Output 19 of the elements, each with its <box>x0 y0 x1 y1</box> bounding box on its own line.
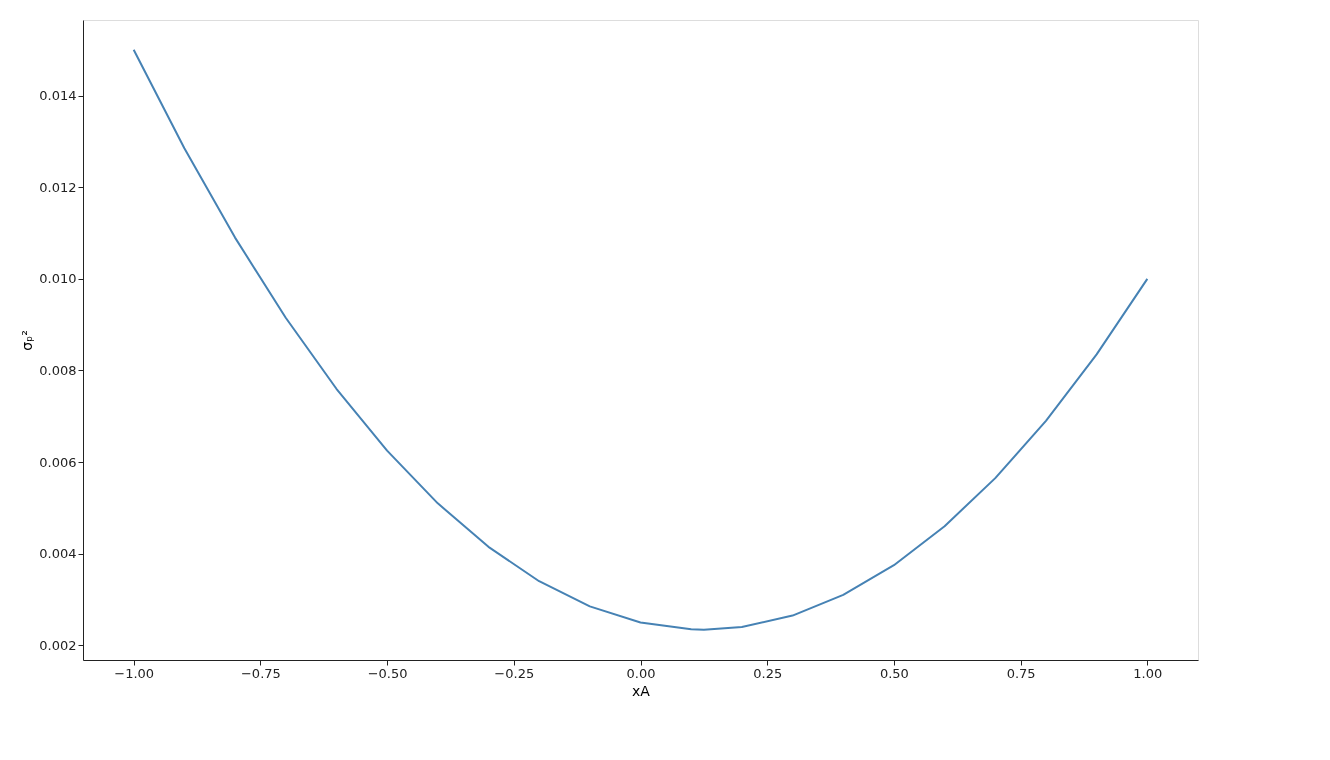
y-tick-label: 0.004 <box>39 546 77 562</box>
line-series <box>132 48 1149 631</box>
x-axis-title: xA <box>632 682 651 699</box>
x-tick-label: 0.75 <box>1006 665 1036 681</box>
y-tick-label: 0.008 <box>39 362 77 378</box>
x-tick-label: 0.50 <box>879 665 909 681</box>
y-tick-label: 0.014 <box>39 88 77 104</box>
y-axis-title: σₚ² <box>19 330 36 351</box>
x-tick-label: −1.00 <box>114 665 155 681</box>
x-tick-label: −0.25 <box>494 665 535 681</box>
y-tick-label: 0.012 <box>39 179 77 195</box>
x-tick-label: −0.50 <box>367 665 408 681</box>
x-tick-label: 0.25 <box>753 665 783 681</box>
x-tick-label: 1.00 <box>1133 665 1163 681</box>
y-tick-label: 0.006 <box>39 454 77 470</box>
x-tick-label: 0.00 <box>626 665 656 681</box>
x-tick-label: −0.75 <box>240 665 281 681</box>
y-tick-label: 0.010 <box>39 271 77 287</box>
y-tick-label: 0.002 <box>39 637 77 653</box>
